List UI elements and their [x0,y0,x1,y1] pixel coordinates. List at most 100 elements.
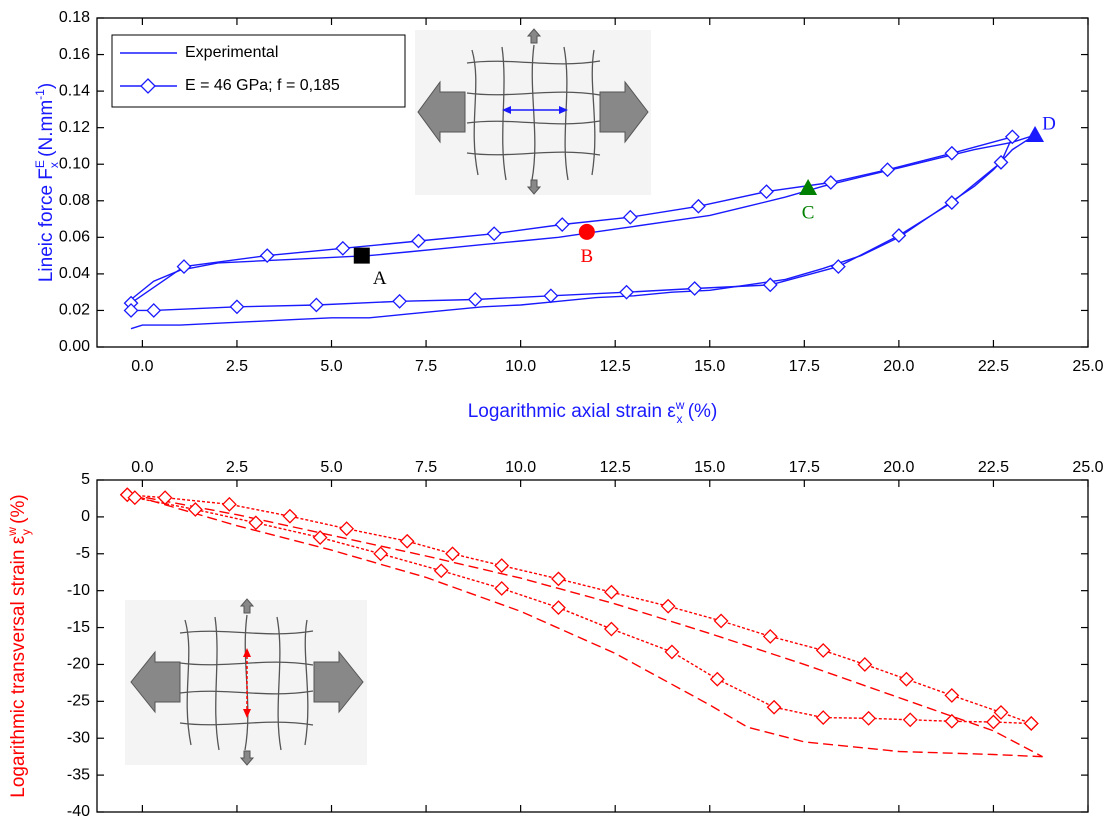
y-tick-label: -15 [67,619,90,636]
diamond-marker [282,508,298,524]
axis-label-part: (N.mm [36,100,57,162]
diamond-marker [880,162,895,178]
diamond-marker [1004,129,1020,145]
y-tick-label: 0.14 [59,82,90,99]
diamond-marker [392,293,408,309]
diamond-marker [123,303,139,318]
diamond-marker [433,563,449,579]
diamond-marker [899,671,914,687]
diamond-marker [830,259,846,274]
x-tick-label: 0.0 [131,459,153,476]
diamond-marker [551,600,566,616]
series-line [130,135,1014,312]
y-tick-label: -10 [67,582,90,599]
y-tick-label: 0.16 [59,46,90,63]
x-tick-label: 12.5 [600,459,631,476]
x-tick-label: 10.0 [505,358,536,375]
axis-label-part: Logarithmic transversal strain ε [8,535,29,797]
diamond-marker [891,228,907,243]
y-tick-label: -40 [67,803,90,820]
diamond-marker [815,643,831,658]
y-tick-label: 0.12 [59,119,90,136]
diamond-marker [339,521,355,537]
point-label: A [373,268,387,289]
y-tick-label: 0.00 [59,338,90,355]
axis-label: Logarithmic axial strain εw x (%) [468,398,718,426]
x-tick-label: 20.0 [883,358,914,375]
diamond-marker [229,299,245,315]
x-tick-label: 5.0 [320,459,342,476]
x-tick-label: 7.5 [415,358,437,375]
axis-label-part: E [33,160,47,168]
plot-frame [96,17,1089,348]
series-line [130,494,1043,758]
diamond-marker [259,248,275,264]
y-tick-label: 0 [81,508,90,525]
x-tick-label: 7.5 [415,459,437,476]
x-tick-label: 20.0 [883,459,914,476]
axis-label-part: (%) [682,401,717,422]
diamond-marker [815,710,831,725]
x-tick-label: 0.0 [131,358,153,375]
legend-swatch-marker [140,78,156,94]
plot-frame [96,479,1089,813]
diamond-marker [494,581,510,596]
diamond-marker [944,688,960,703]
axis-label-part: Lineic force F [36,168,57,282]
x-tick-label: 22.5 [978,358,1009,375]
diamond-marker [993,154,1009,170]
point-marker [799,178,818,195]
legend-box [111,34,406,108]
legend-label: Experimental [185,44,278,61]
diamond-marker [664,644,680,660]
y-tick-label: 0.02 [59,302,90,319]
axis-label: Logarithmic transversal strain εwy (%) [5,494,33,797]
diamond-marker [993,704,1009,720]
x-tick-label: 5.0 [320,358,342,375]
diamond-marker [709,671,725,687]
y-tick-label: 0.06 [59,229,90,246]
y-tick-label: 0.10 [59,155,90,172]
x-tick-label: 25.0 [1072,459,1103,476]
diamond-marker [467,292,483,307]
x-tick-label: 10.0 [505,459,536,476]
y-tick-label: -30 [67,729,90,746]
diamond-marker [221,496,237,512]
y-tick-label: 0.08 [59,192,90,209]
diamond-marker [713,613,729,629]
point-label: D [1042,113,1056,134]
inset-bottom [125,598,367,766]
diamond-marker [543,288,559,304]
diamond-marker [119,487,135,503]
diamond-marker [902,712,918,728]
diamond-marker [494,558,510,574]
x-tick-label: 25.0 [1072,358,1103,375]
diamond-marker [762,628,778,644]
series-line [130,494,1043,758]
x-tick-label: 12.5 [600,358,631,375]
axis-label-part: w [5,527,19,537]
diamond-marker [399,533,415,549]
axis-label-part: w [675,398,685,412]
diamond-marker [146,303,162,318]
point-marker [1026,125,1045,142]
plot-area [123,129,1036,330]
diamond-marker [1023,716,1039,731]
y-tick-label: -25 [67,693,90,710]
x-tick-label: 17.5 [789,459,820,476]
plot-area [119,487,1043,758]
inset-top [415,28,651,195]
diamond-marker [759,184,774,200]
axis-label-part: (%) [8,494,29,529]
axis-label-part: y [19,529,33,535]
y-tick-label: -20 [67,656,90,673]
series-line [130,134,1036,330]
point-marker [578,223,595,240]
y-tick-label: 0.04 [59,265,90,282]
diamond-marker [187,502,203,517]
axis-label-part: x [676,412,682,426]
diamond-marker [603,621,619,637]
x-tick-label: 15.0 [694,358,725,375]
diamond-marker [176,259,192,274]
